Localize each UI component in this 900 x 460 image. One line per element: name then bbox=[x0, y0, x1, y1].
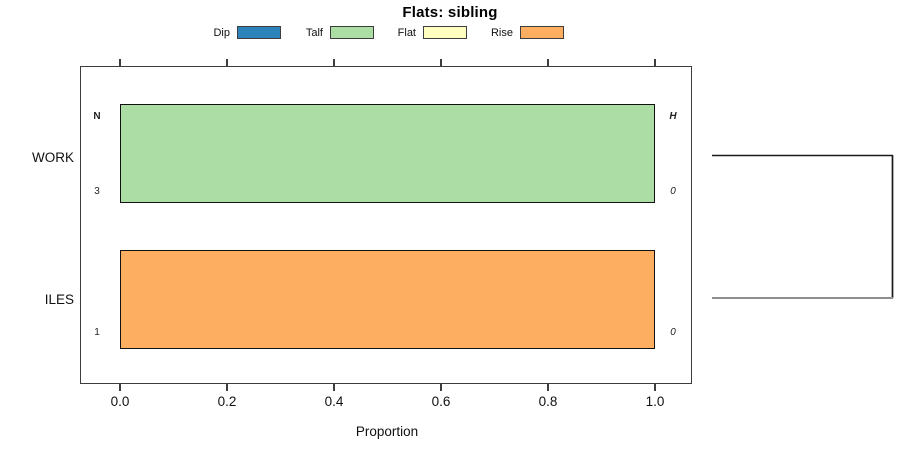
axis-tick bbox=[547, 59, 549, 66]
axis-tick bbox=[226, 384, 228, 391]
cluster-bracket bbox=[712, 154, 894, 299]
axis-tick bbox=[333, 59, 335, 66]
axis-tick bbox=[333, 384, 335, 391]
x-tick-label: 0.6 bbox=[431, 394, 451, 409]
y-label-iles: ILES bbox=[44, 292, 74, 307]
axis-tick bbox=[547, 384, 549, 391]
legend-label-rise: Rise bbox=[490, 27, 513, 39]
x-tick-label: 0.4 bbox=[324, 394, 344, 409]
x-tick-label: 1.0 bbox=[645, 394, 665, 409]
axis-tick bbox=[226, 59, 228, 66]
axis-tick bbox=[119, 59, 121, 66]
legend-swatch-flat bbox=[423, 26, 467, 39]
axis-tick bbox=[654, 384, 656, 391]
bar-iles bbox=[120, 250, 655, 349]
work-left-top-label: N bbox=[93, 111, 101, 122]
axis-tick bbox=[440, 384, 442, 391]
plot-area bbox=[80, 66, 692, 384]
work-right-top-label: H bbox=[669, 111, 677, 122]
legend-label-talf: Talf bbox=[305, 27, 323, 39]
axis-tick bbox=[440, 59, 442, 66]
work-right-bottom-label: 0 bbox=[670, 186, 676, 197]
iles-left-bottom-label: 1 bbox=[94, 327, 100, 338]
legend-label-dip: Dip bbox=[213, 27, 230, 39]
x-tick-label: 0.8 bbox=[538, 394, 558, 409]
chart-title: Flats: sibling bbox=[402, 4, 498, 21]
x-axis-title: Proportion bbox=[355, 424, 419, 439]
axis-tick bbox=[119, 384, 121, 391]
legend-swatch-rise bbox=[520, 26, 564, 39]
axis-tick bbox=[654, 59, 656, 66]
x-tick-label: 0.0 bbox=[110, 394, 130, 409]
legend-label-flat: Flat bbox=[397, 27, 416, 39]
y-label-work: WORK bbox=[32, 150, 74, 165]
bar-work bbox=[120, 104, 655, 203]
legend-swatch-dip bbox=[237, 26, 281, 39]
legend-swatch-talf bbox=[330, 26, 374, 39]
iles-right-bottom-label: 0 bbox=[670, 327, 676, 338]
x-tick-label: 0.2 bbox=[217, 394, 237, 409]
work-left-bottom-label: 3 bbox=[94, 186, 100, 197]
